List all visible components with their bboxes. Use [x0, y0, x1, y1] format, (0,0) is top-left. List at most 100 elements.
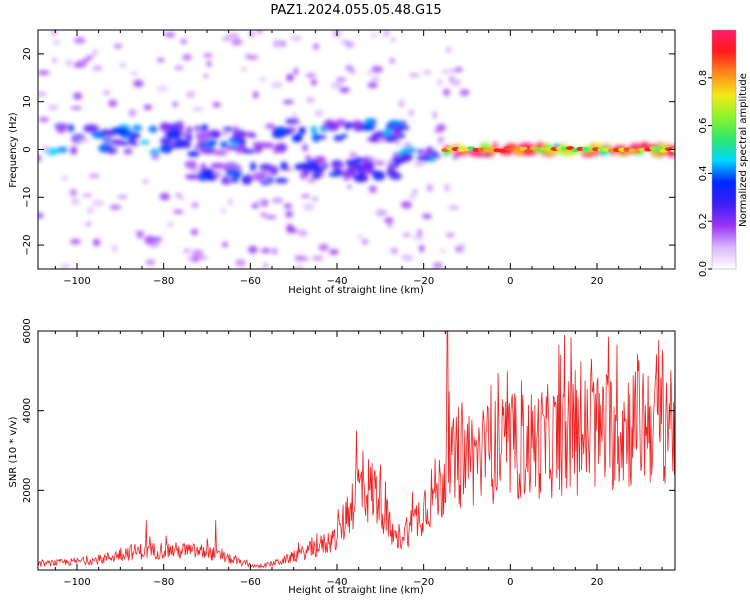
heatmap-cell [228, 33, 240, 38]
y-tick-label: 0 [22, 146, 33, 152]
heatmap-cell [389, 172, 402, 180]
heatmap-cell [55, 123, 68, 134]
heatmap-cell [185, 135, 193, 141]
heatmap-cell [88, 173, 100, 178]
heatmap-cell [409, 109, 414, 117]
x-tick-label: −60 [240, 276, 261, 287]
x-tick-label: −60 [240, 577, 261, 588]
colorbar-tick-label: 0.6 [698, 118, 709, 134]
heatmap-cell [299, 127, 306, 135]
heatmap-cell [412, 234, 424, 241]
heatmap-cell [285, 210, 293, 218]
heatmap-cell [187, 150, 200, 158]
heatmap-cell [78, 137, 89, 143]
heatmap-cell [384, 217, 394, 224]
heatmap-cell [148, 241, 161, 248]
heatmap-cell [222, 126, 234, 132]
heatmap-cell [91, 131, 104, 137]
heatmap-cell [257, 30, 263, 34]
heatmap-cell [323, 119, 336, 128]
heatmap-cell [69, 188, 78, 197]
heatmap-cell [331, 160, 343, 167]
heatmap-cell [235, 259, 246, 267]
heatmap-cell [345, 159, 359, 166]
heatmap-cell [293, 67, 299, 76]
heatmap-cell [142, 179, 149, 184]
heatmap-cell [433, 129, 443, 133]
heatmap-cell [113, 43, 123, 49]
heatmap-cell [200, 124, 209, 132]
heatmap-cell [231, 38, 243, 46]
heatmap-cell [119, 141, 130, 146]
heatmap-cell [212, 132, 219, 138]
heatmap-cell [132, 124, 143, 132]
heatmap-cell [437, 136, 444, 144]
heatmap-cell [212, 102, 221, 108]
heatmap-cell [247, 55, 259, 60]
heatmap-cell [441, 69, 450, 75]
heatmap-cell [272, 146, 279, 154]
heatmap-cell [402, 257, 415, 261]
heatmap-cell [272, 248, 278, 255]
heatmap-cell [310, 125, 318, 134]
heatmap-cell [52, 40, 61, 45]
heatmap-cell [184, 160, 198, 170]
heatmap-cell [422, 213, 432, 219]
heatmap-cell [76, 60, 87, 68]
heatmap-cell [274, 177, 288, 184]
heatmap-cell [123, 148, 133, 155]
heatmap-cell [210, 162, 226, 169]
heatmap-cell [220, 208, 226, 214]
heatmap-cell [86, 221, 91, 227]
heatmap-cell [388, 223, 392, 228]
heatmap-cell [42, 145, 49, 153]
heatmap-cell [386, 163, 400, 169]
heatmap-cell [313, 169, 325, 174]
heatmap-cell [440, 249, 446, 253]
heatmap-cell [56, 146, 68, 153]
heatmap-cell [280, 161, 288, 170]
heatmap-cell [271, 81, 283, 89]
heatmap-cell [253, 91, 259, 99]
heatmap-cell [226, 145, 234, 151]
heatmap-cell [250, 161, 257, 172]
heatmap-cell [367, 81, 378, 89]
x-tick-label: −80 [153, 577, 174, 588]
colorbar-gradient [712, 30, 736, 269]
heatmap-cell [445, 187, 450, 191]
heatmap-cell [286, 73, 294, 82]
heatmap-cell [108, 99, 118, 108]
heatmap-cell [335, 118, 347, 126]
heatmap-cell [248, 245, 258, 254]
x-tick-label: −80 [153, 276, 174, 287]
heatmap-cell [314, 110, 324, 117]
snr-frame [37, 330, 676, 571]
heatmap-cell [171, 141, 186, 149]
heatmap-cell [128, 108, 137, 117]
heatmap-cell [302, 203, 315, 211]
heatmap-cell [186, 126, 193, 133]
spectrogram-x-label: Height of straight line (km) [288, 285, 424, 296]
heatmap-cell [260, 248, 272, 254]
heatmap-cell [38, 212, 44, 219]
heatmap-cell [313, 156, 326, 164]
heatmap-cell [290, 127, 297, 132]
heatmap-cell [347, 185, 352, 189]
heatmap-cell [65, 59, 74, 67]
heatmap-cell [311, 173, 322, 179]
heatmap-cell [265, 123, 276, 130]
heatmap-cell [260, 142, 275, 149]
heatmap-cell [191, 202, 199, 208]
heatmap-cell [182, 54, 192, 61]
heatmap-cell [67, 124, 75, 133]
heatmap-cell [401, 146, 417, 154]
colorbar-tick-label: 0.4 [698, 165, 709, 181]
heatmap-cell [200, 147, 217, 155]
y-tick-label: −20 [22, 235, 33, 256]
heatmap-cell [432, 262, 443, 269]
heatmap-cell [396, 140, 401, 146]
heatmap-cell [451, 79, 462, 87]
heatmap-cell [73, 37, 86, 44]
heatmap-cell [302, 144, 309, 152]
heatmap-cell [110, 127, 127, 135]
